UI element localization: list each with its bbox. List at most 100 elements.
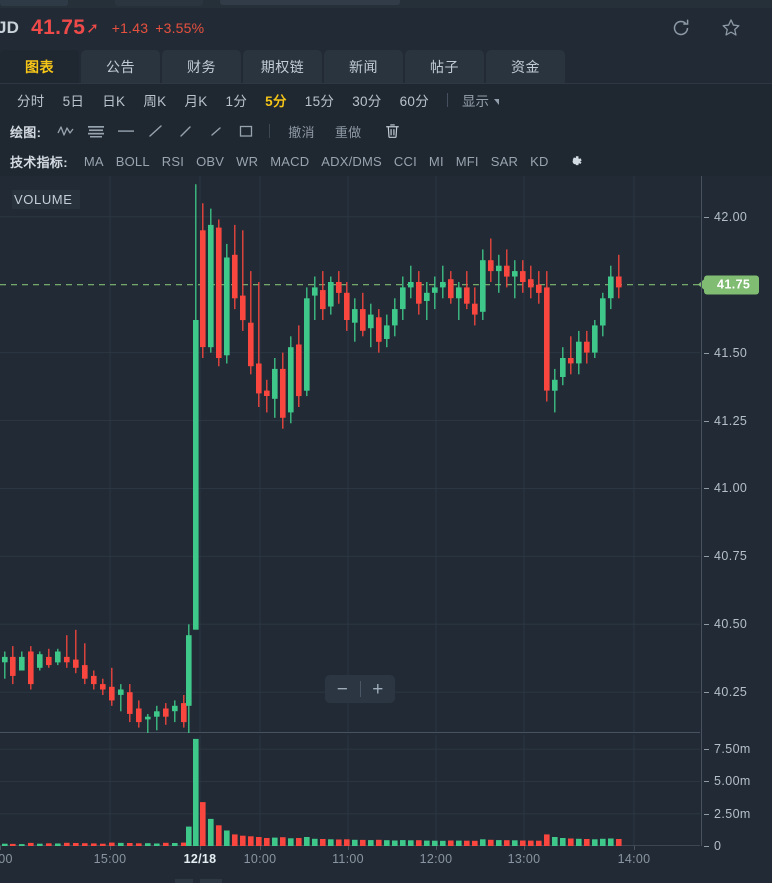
time-tick-label: 10:00: [243, 852, 277, 866]
candle: [163, 703, 169, 725]
volume-bar: [10, 843, 16, 846]
volume-bar: [608, 838, 614, 846]
indicator-ma[interactable]: MA: [83, 153, 104, 169]
time-axis[interactable]: 4:00 15:00 12/18 10:00 11:00 12:00 13:00 14:00: [0, 846, 772, 876]
indicator-rsi[interactable]: RSI: [161, 153, 185, 169]
tab-0[interactable]: 图表: [0, 50, 79, 84]
volume-bar: [19, 844, 25, 846]
zoom-out-button[interactable]: −: [336, 678, 348, 700]
time-tick-label: 12:00: [419, 852, 453, 866]
volume-bar: [73, 843, 79, 846]
indicator-mfi[interactable]: MFI: [455, 153, 479, 169]
indicator-obv[interactable]: OBV: [196, 153, 225, 169]
volume-tick-label: 5.00m: [714, 774, 751, 789]
horizontal-line-icon[interactable]: [111, 120, 141, 142]
candle: [504, 249, 510, 288]
time-tick-label: 13:00: [507, 852, 541, 866]
timeframe-0[interactable]: 分时: [17, 94, 45, 109]
timeframe-6[interactable]: 5分: [265, 94, 287, 109]
volume-bar: [376, 839, 382, 846]
price-tick-label: 42.00: [714, 209, 748, 224]
volume-bar: [616, 839, 622, 846]
volume-bar: [91, 843, 97, 846]
timeframe-8[interactable]: 30分: [352, 94, 382, 109]
timeframe-5[interactable]: 1分: [225, 94, 248, 109]
timeframe-4[interactable]: 月K: [184, 94, 208, 109]
gear-icon[interactable]: [567, 153, 584, 170]
window-chrome-sliver: [0, 0, 772, 8]
candle: [264, 379, 270, 413]
volume-bar: [368, 840, 374, 846]
zoom-in-button[interactable]: +: [372, 678, 384, 700]
timeframe-3[interactable]: 周K: [143, 94, 167, 109]
bottom-chip-two: [200, 879, 222, 883]
tab-5[interactable]: 帖子: [405, 50, 484, 84]
horizontal-bands-icon[interactable]: [81, 120, 111, 142]
price-candlestick-plot[interactable]: [0, 176, 700, 733]
volume-bar: [193, 738, 199, 846]
candle: [520, 260, 526, 293]
candle: [172, 700, 178, 723]
tab-2[interactable]: 财务: [162, 50, 241, 84]
chart-area[interactable]: VOLUME 42.00 41.75 41.50 41.25 41.00 40.75 40.…: [0, 176, 772, 853]
tab-label: 帖子: [430, 59, 459, 75]
trash-icon[interactable]: [377, 120, 407, 142]
timeframe-2[interactable]: 日K: [102, 94, 126, 109]
volume-bar: [360, 839, 366, 846]
indicator-sar[interactable]: SAR: [490, 153, 519, 169]
indicator-kd[interactable]: KD: [530, 153, 549, 169]
undo-button[interactable]: 撤消: [288, 124, 315, 140]
candle: [432, 276, 438, 310]
price-change: +1.43: [111, 20, 149, 36]
volume-bar: [552, 837, 558, 846]
tab-1[interactable]: 公告: [81, 50, 160, 84]
price-tick: [704, 556, 709, 558]
tab-4[interactable]: 新闻: [324, 50, 403, 84]
candle: [248, 271, 254, 375]
timeframe-1[interactable]: 5日: [62, 94, 85, 109]
price-axis-rule: [701, 176, 702, 846]
caret-down-icon: [494, 99, 500, 105]
tab-6[interactable]: 资金: [486, 50, 565, 84]
candle: [488, 238, 494, 282]
tabs-underline: [0, 83, 772, 84]
zigzag-icon[interactable]: [51, 120, 81, 142]
volume-bar: [136, 843, 142, 846]
volume-tick: [704, 846, 709, 847]
indicator-boll[interactable]: BOLL: [115, 153, 150, 169]
trend-line-icon[interactable]: [141, 120, 171, 142]
volume-plot[interactable]: [0, 735, 700, 846]
volume-bar: [528, 840, 534, 846]
volume-panel-label: VOLUME: [12, 190, 80, 209]
volume-tick-label: 2.50m: [714, 806, 751, 821]
refresh-icon[interactable]: [668, 15, 694, 41]
tab-3[interactable]: 期权链: [243, 50, 322, 84]
indicator-mi[interactable]: MI: [428, 153, 444, 169]
star-icon[interactable]: [718, 15, 744, 41]
price-axis[interactable]: 42.00 41.75 41.50 41.25 41.00 40.75 40.50 40.25…: [700, 176, 772, 853]
volume-bar: [472, 840, 478, 846]
segment-line-icon[interactable]: [201, 120, 231, 142]
volume-bar: [172, 843, 178, 846]
volume-bar: [100, 843, 106, 846]
redo-button[interactable]: 重做: [334, 124, 362, 140]
indicator-cci[interactable]: CCI: [393, 153, 417, 169]
display-menu-button[interactable]: 显示: [457, 90, 504, 110]
indicator-adxdms[interactable]: ADX/DMS: [321, 153, 382, 169]
rectangle-icon[interactable]: [231, 120, 261, 142]
candle: [240, 230, 246, 331]
volume-bar: [416, 840, 422, 846]
timeframe-7[interactable]: 15分: [304, 94, 335, 109]
ray-line-icon[interactable]: [171, 120, 201, 142]
volume-bar: [408, 840, 414, 846]
indicator-macd[interactable]: MACD: [270, 153, 310, 169]
volume-bar: [584, 839, 590, 846]
price-tick-label: 40.50: [714, 617, 748, 632]
indicator-wr[interactable]: WR: [236, 153, 259, 169]
candle: [584, 330, 590, 364]
timeframe-9[interactable]: 60分: [399, 94, 430, 109]
price-tick-label: 41.25: [714, 413, 748, 428]
candle: [600, 292, 606, 337]
candle: [536, 271, 542, 304]
candle: [328, 276, 334, 315]
